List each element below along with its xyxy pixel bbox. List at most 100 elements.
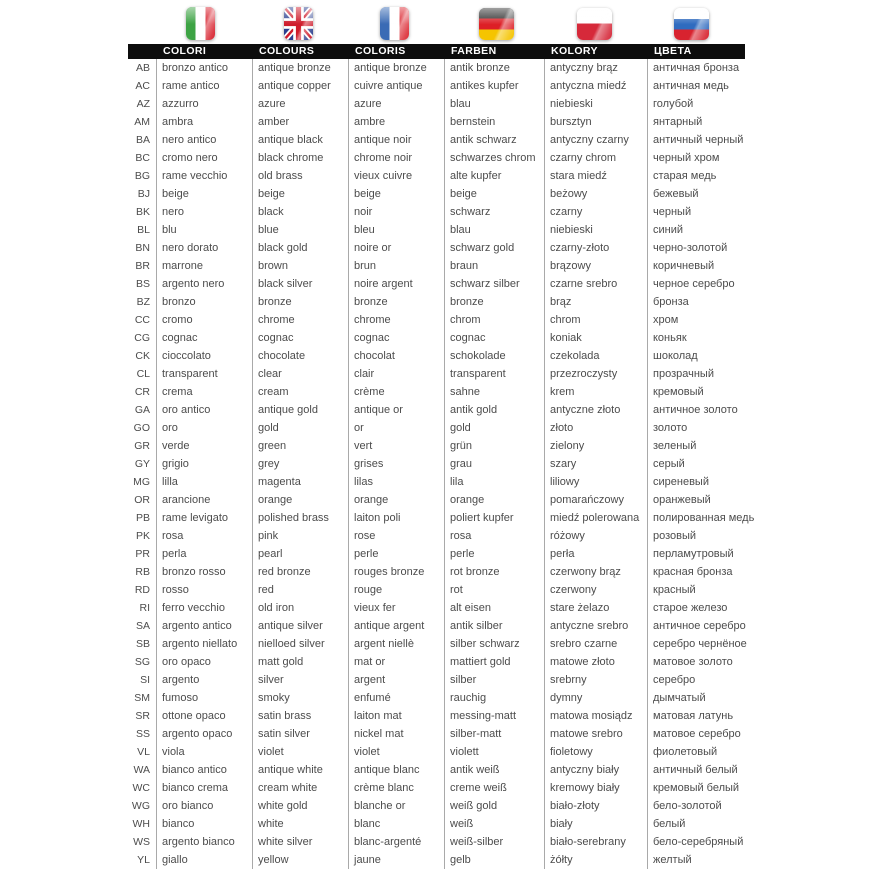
russian-color-name: античный белый [653,764,738,776]
italian-color-name: arancione [157,491,253,509]
english-color-name: satin brass [253,707,349,725]
color-code: RB [128,563,157,581]
italian-color-name: cognac [157,329,253,347]
polish-color-name: biały [545,815,648,833]
polish-color-name: perła [545,545,648,563]
russian-color-name: золото [653,422,688,434]
russian-color-name: серый [653,458,685,470]
poland-flag-icon [577,8,612,40]
polish-color-name: antyczna miedź [545,77,648,95]
english-color-name: black gold [253,239,349,257]
english-color-name: magenta [253,473,349,491]
italian-color-name: ottone opaco [157,707,253,725]
russian-color-name: перламутровый [653,548,734,560]
table-row: RI ferro vecchio old iron vieux fer alt … [128,599,778,617]
italian-color-name: nero dorato [157,239,253,257]
french-color-name: vieux cuivre [349,167,445,185]
polish-color-name: czarne srebro [545,275,648,293]
color-code: BA [128,131,157,149]
italian-color-name: argento opaco [157,725,253,743]
german-color-name: alt eisen [445,599,545,617]
color-code: WA [128,761,157,779]
italian-color-name: cromo [157,311,253,329]
color-code: SR [128,707,157,725]
english-color-name: chrome [253,311,349,329]
russian-color-name: античный черный [653,134,744,146]
german-color-name: antik bronze [445,59,545,77]
polish-color-name: zielony [545,437,648,455]
italian-color-name: perla [157,545,253,563]
german-color-name: silber-matt [445,725,545,743]
german-color-name: weiß-silber [445,833,545,851]
english-color-name: antique gold [253,401,349,419]
table-row: BA nero antico antique black antique noi… [128,131,778,149]
italian-color-name: bronzo antico [157,59,253,77]
polish-color-name: antyczne złoto [545,401,648,419]
color-code: PB [128,509,157,527]
polish-color-name: antyczny brąz [545,59,648,77]
russian-color-name: черно-золотой [653,242,728,254]
german-color-name: messing-matt [445,707,545,725]
color-code: BC [128,149,157,167]
table-row: WC bianco crema cream white crème blanc … [128,779,778,797]
code-column-header [128,44,157,59]
table-row: GO oro gold or gold złoto золото [128,419,778,437]
italian-color-name: bianco [157,815,253,833]
russian-color-name: старое железо [653,602,728,614]
russian-color-name: матовое серебро [653,728,741,740]
table-row: SA argento antico antique silver antique… [128,617,778,635]
italian-color-name: argento niellato [157,635,253,653]
russian-color-name: античное золото [653,404,738,416]
german-color-name: alte kupfer [445,167,545,185]
german-color-name: sahne [445,383,545,401]
italian-color-name: bronzo rosso [157,563,253,581]
header-coloris: COLORIS [355,45,406,57]
polish-color-name: krem [545,383,648,401]
color-code: AZ [128,95,157,113]
color-code: PK [128,527,157,545]
french-color-name: nickel mat [349,725,445,743]
table-row: BZ bronzo bronze bronze bronze brąz брон… [128,293,778,311]
russian-color-name: зеленый [653,440,697,452]
french-color-name: rouges bronze [349,563,445,581]
german-color-name: transparent [445,365,545,383]
italian-color-name: argento bianco [157,833,253,851]
french-color-name: chocolat [349,347,445,365]
german-color-name: antik schwarz [445,131,545,149]
color-code: WS [128,833,157,851]
table-row: SI argento silver argent silber srebrny … [128,671,778,689]
color-code: GY [128,455,157,473]
color-code: SA [128,617,157,635]
table-row: YL giallo yellow jaune gelb żółty желтый [128,851,778,869]
color-code: VL [128,743,157,761]
german-color-name: bronze [445,293,545,311]
italian-color-name: rame levigato [157,509,253,527]
french-color-name: bleu [349,221,445,239]
polish-color-name: brąz [545,293,648,311]
italy-flag-icon [186,7,215,40]
russian-color-name: хром [653,314,679,326]
table-row: PR perla pearl perle perle perła перламу… [128,545,778,563]
polish-color-name: czarny [545,203,648,221]
france-flag-icon [380,7,409,40]
german-color-name: blau [445,221,545,239]
russia-flag-icon [674,8,709,40]
polish-color-name: biało-złoty [545,797,648,815]
italian-color-name: azzurro [157,95,253,113]
color-code: SI [128,671,157,689]
polish-color-name: koniak [545,329,648,347]
italian-color-name: ferro vecchio [157,599,253,617]
table-row: RD rosso red rouge rot czerwony красный [128,581,778,599]
color-code: MG [128,473,157,491]
color-code: AM [128,113,157,131]
header-kolory: KOLORY [551,45,598,57]
italian-color-name: oro bianco [157,797,253,815]
color-code: AC [128,77,157,95]
french-color-name: vert [349,437,445,455]
russian-color-name: античная медь [653,80,729,92]
german-color-name: bernstein [445,113,545,131]
polish-color-name: matowa mosiądz [545,707,648,725]
header-colours: COLOURS [259,45,315,57]
italian-color-name: bianco antico [157,761,253,779]
table-row: GA oro antico antique gold antique or an… [128,401,778,419]
